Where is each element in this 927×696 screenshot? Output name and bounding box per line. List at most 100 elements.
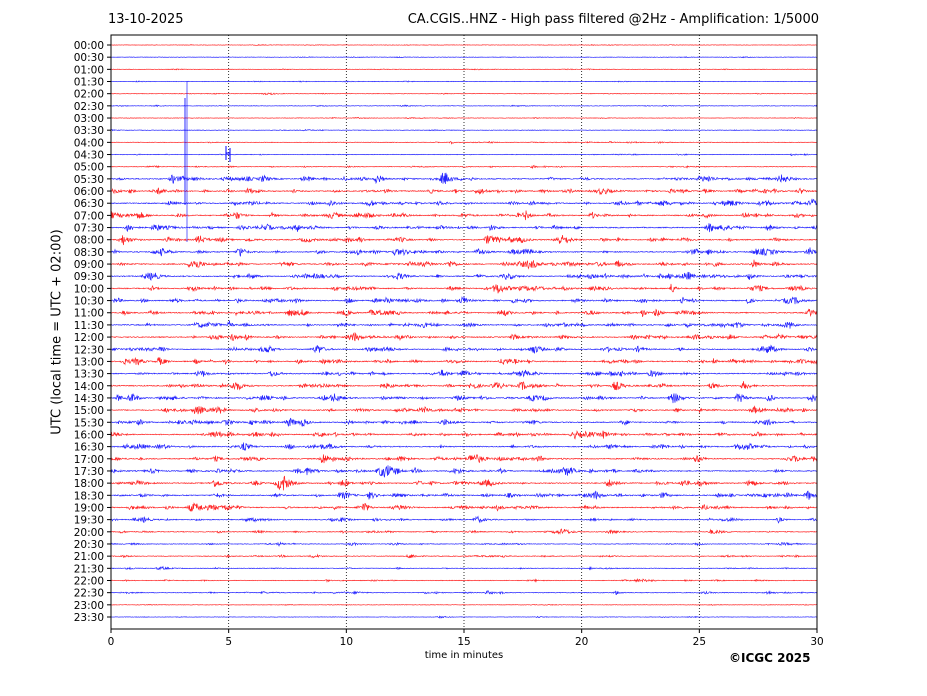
trace-0130 bbox=[110, 80, 818, 83]
trace-0000 bbox=[110, 43, 818, 47]
trace-1100 bbox=[110, 308, 818, 318]
trace-0900 bbox=[110, 259, 818, 270]
trace-0300 bbox=[110, 116, 818, 120]
trace-2130 bbox=[110, 565, 818, 571]
trace-0100 bbox=[110, 68, 818, 71]
y-tick-label: 02:30 bbox=[74, 101, 104, 113]
y-tick-label: 19:00 bbox=[74, 502, 104, 514]
trace-1830 bbox=[110, 490, 818, 500]
x-tick-label: 15 bbox=[457, 636, 470, 648]
trace-1130 bbox=[110, 320, 818, 329]
trace-0500 bbox=[110, 164, 818, 170]
trace-0530 bbox=[110, 172, 818, 185]
trace-2100 bbox=[110, 553, 818, 559]
y-tick-label: 12:30 bbox=[74, 344, 104, 356]
y-tick-label: 22:00 bbox=[74, 575, 104, 587]
date-label: 13-10-2025 bbox=[108, 12, 184, 27]
y-tick-label: 01:00 bbox=[74, 64, 104, 76]
trace-2330 bbox=[110, 615, 818, 619]
y-tick-label: 05:00 bbox=[74, 162, 104, 174]
y-tick-label: 07:30 bbox=[74, 223, 104, 235]
y-tick-label: 20:30 bbox=[74, 539, 104, 551]
trace-0200 bbox=[110, 92, 818, 96]
y-tick-label: 10:30 bbox=[74, 296, 104, 308]
y-tick-label: 04:00 bbox=[74, 137, 104, 149]
trace-0600 bbox=[110, 187, 818, 196]
x-tick-label: 5 bbox=[225, 636, 232, 648]
trace-0430 bbox=[110, 152, 818, 157]
y-tick-label: 13:30 bbox=[74, 369, 104, 381]
y-tick-label: 18:00 bbox=[74, 478, 104, 490]
trace-1000 bbox=[110, 283, 818, 294]
y-tick-label: 12:00 bbox=[74, 332, 104, 344]
trace-2230 bbox=[110, 590, 818, 595]
trace-1230 bbox=[110, 344, 818, 354]
trace-1400 bbox=[110, 381, 818, 391]
y-tick-label: 16:00 bbox=[74, 429, 104, 441]
trace-1900 bbox=[110, 502, 818, 512]
trace-1600 bbox=[110, 430, 818, 440]
y-tick-label: 06:00 bbox=[74, 186, 104, 198]
trace-0830 bbox=[110, 247, 818, 257]
x-axis-label: time in minutes bbox=[424, 650, 504, 661]
trace-0030 bbox=[110, 55, 818, 59]
y-tick-label: 03:30 bbox=[74, 125, 104, 137]
y-tick-label: 04:30 bbox=[74, 150, 104, 162]
y-tick-label: 15:30 bbox=[74, 417, 104, 429]
y-tick-label: 15:00 bbox=[74, 405, 104, 417]
trace-1330 bbox=[110, 369, 818, 378]
trace-0330 bbox=[110, 128, 818, 132]
y-tick-label: 07:00 bbox=[74, 210, 104, 222]
y-tick-label: 21:30 bbox=[74, 563, 104, 575]
y-tick-label: 03:00 bbox=[74, 113, 104, 125]
trace-0930 bbox=[110, 271, 818, 281]
trace-1500 bbox=[110, 405, 818, 415]
y-tick-label: 11:00 bbox=[74, 308, 104, 320]
copyright-label: ©ICGC 2025 bbox=[729, 651, 811, 665]
chart-title: CA.CGIS..HNZ - High pass filtered @2Hz -… bbox=[407, 12, 819, 27]
trace-0800 bbox=[110, 234, 818, 246]
y-tick-label: 08:00 bbox=[74, 235, 104, 247]
trace-1300 bbox=[110, 356, 818, 366]
y-tick-label: 05:30 bbox=[74, 174, 104, 186]
y-tick-label: 23:30 bbox=[74, 612, 104, 624]
y-tick-label: 17:00 bbox=[74, 454, 104, 466]
y-tick-label: 18:30 bbox=[74, 490, 104, 502]
glitch-mark bbox=[225, 146, 231, 162]
x-tick-label: 30 bbox=[810, 636, 823, 648]
y-tick-label: 14:30 bbox=[74, 393, 104, 405]
x-tick-label: 0 bbox=[108, 636, 115, 648]
trace-1430 bbox=[110, 393, 818, 404]
y-tick-label: 16:30 bbox=[74, 442, 104, 454]
y-tick-label: 08:30 bbox=[74, 247, 104, 259]
trace-0630 bbox=[110, 198, 818, 207]
trace-0230 bbox=[110, 104, 818, 108]
y-tick-label: 10:00 bbox=[74, 283, 104, 295]
trace-0400 bbox=[110, 140, 818, 145]
trace-1630 bbox=[110, 442, 818, 452]
trace-2030 bbox=[110, 541, 818, 547]
y-tick-label: 09:00 bbox=[74, 259, 104, 271]
trace-1200 bbox=[110, 331, 818, 342]
trace-1930 bbox=[110, 515, 818, 524]
trace-1730 bbox=[110, 465, 818, 478]
y-tick-label: 13:00 bbox=[74, 356, 104, 368]
y-tick-label: 06:30 bbox=[74, 198, 104, 210]
x-tick-label: 20 bbox=[575, 636, 588, 648]
y-tick-label: 00:30 bbox=[74, 52, 104, 64]
y-tick-label: 17:30 bbox=[74, 466, 104, 478]
trace-2300 bbox=[110, 603, 818, 606]
y-tick-label: 19:30 bbox=[74, 515, 104, 527]
trace-1700 bbox=[110, 454, 818, 464]
trace-1800 bbox=[110, 475, 818, 491]
trace-0700 bbox=[110, 210, 818, 221]
y-tick-label: 00:00 bbox=[74, 40, 104, 52]
trace-1030 bbox=[110, 296, 818, 305]
y-tick-label: 22:30 bbox=[74, 588, 104, 600]
y-tick-label: 09:30 bbox=[74, 271, 104, 283]
y-tick-label: 14:00 bbox=[74, 381, 104, 393]
trace-1530 bbox=[110, 417, 818, 427]
trace-2200 bbox=[110, 578, 818, 583]
y-tick-label: 20:00 bbox=[74, 527, 104, 539]
